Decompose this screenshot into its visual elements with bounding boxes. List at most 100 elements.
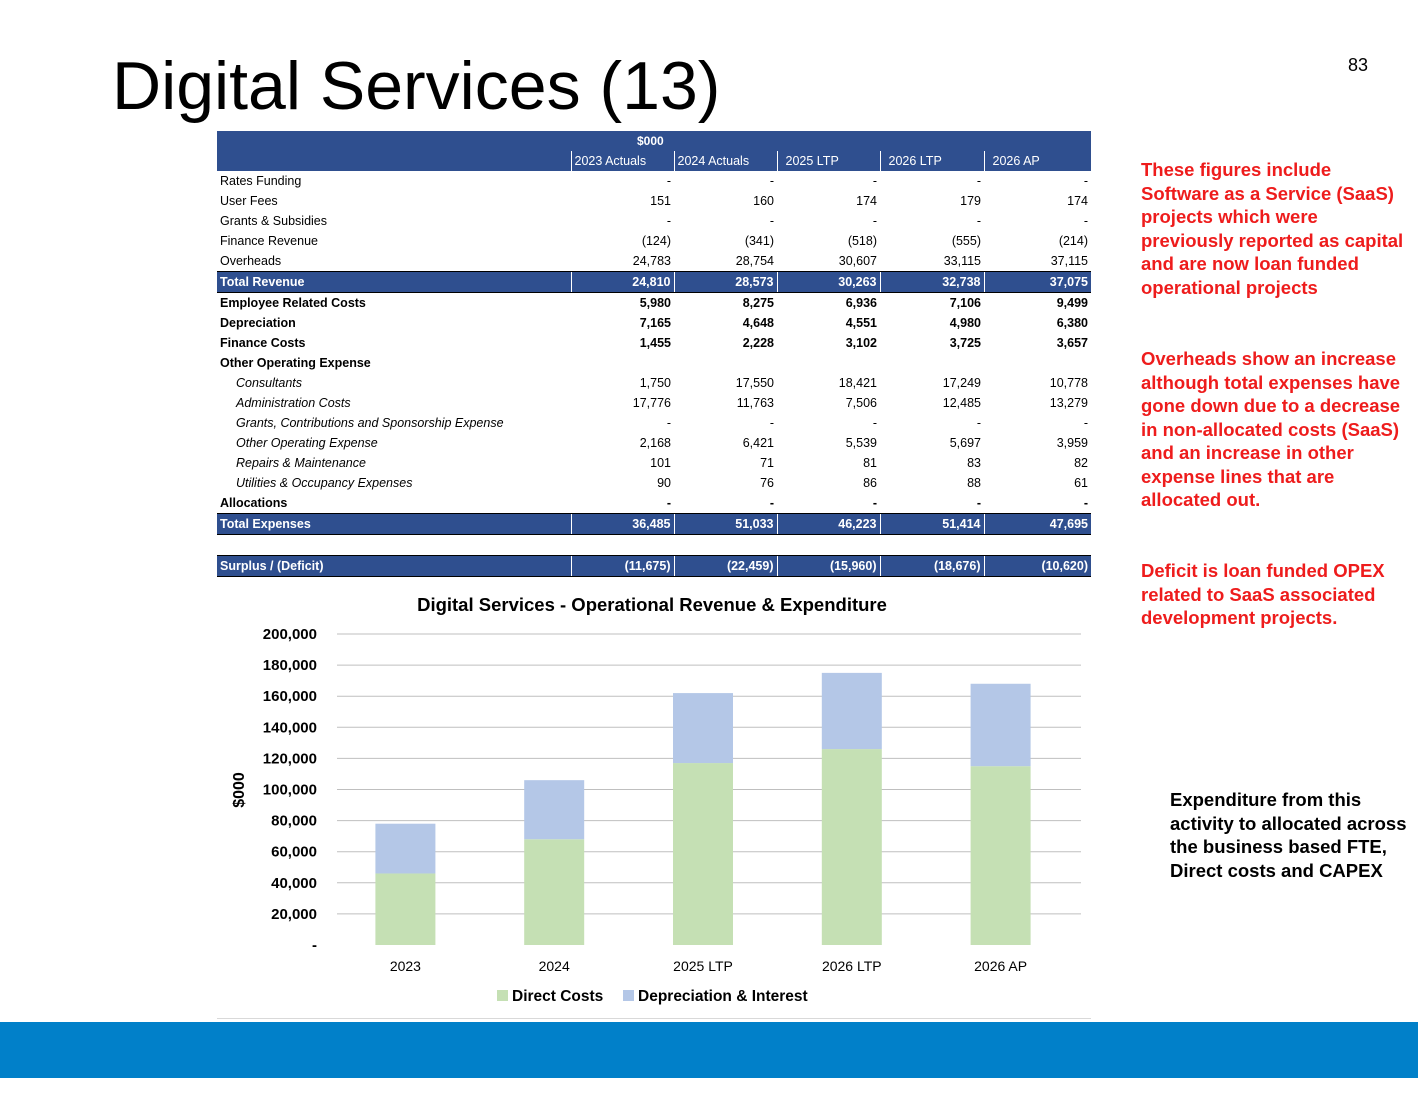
cell-value: [571, 535, 674, 556]
bar-direct-costs: [821, 749, 882, 945]
cell-value: [880, 535, 984, 556]
x-tick-label: 2026 LTP: [822, 958, 882, 974]
cell-value: 86: [863, 476, 877, 490]
table-row: Repairs & Maintenance 101 71 81 83 82: [217, 453, 1091, 473]
table-spacer-row: [217, 535, 1091, 556]
cell-value: 7,106: [949, 296, 981, 310]
cell-value: [777, 535, 880, 556]
cell-value: 83: [967, 456, 981, 470]
table-row: Grants, Contributions and Sponsorship Ex…: [217, 413, 1091, 433]
table-row: Allocations - - - - -: [217, 493, 1091, 514]
cell-value: 4,551: [845, 316, 877, 330]
cell-value: 11,763: [736, 396, 774, 410]
table-row: Other Operating Expense: [217, 353, 1091, 373]
cell-value: 7,506: [845, 396, 877, 410]
table-unit-header-row: $000: [217, 131, 1091, 151]
cell-value: (18,676): [879, 555, 984, 577]
cell-value: -: [1083, 416, 1088, 430]
row-label: Other Operating Expense: [236, 436, 378, 450]
cell-value: (10,620): [983, 555, 1091, 577]
cell-value: (15,960): [776, 555, 880, 577]
column-header: 2023 Actuals: [570, 151, 674, 171]
row-label: Utilities & Occupancy Expenses: [236, 476, 413, 490]
cell-value: 7,165: [639, 316, 671, 330]
cell-value: -: [872, 496, 877, 510]
bar-depreciation-interest: [375, 823, 436, 874]
legend-swatch: [497, 990, 508, 1001]
y-tick-label: 80,000: [271, 813, 317, 830]
table-row: Overheads 24,783 28,754 30,607 33,115 37,115: [217, 251, 1091, 272]
column-header: 2026 AP: [983, 151, 1091, 171]
note-deficit: Deficit is loan funded OPEX related to S…: [1141, 560, 1385, 628]
cell-value: -: [769, 214, 774, 228]
legend-swatch: [623, 990, 634, 1001]
cell-value: 3,725: [949, 336, 981, 350]
cell-value: [674, 353, 777, 373]
column-header: 2025 LTP: [776, 151, 880, 171]
cell-value: 179: [960, 194, 981, 208]
bar-direct-costs: [673, 763, 733, 945]
cell-value: (518): [847, 234, 877, 248]
cell-value: -: [976, 416, 981, 430]
page-title: Digital Services (13): [112, 48, 721, 124]
cell-value: 17,776: [632, 396, 671, 410]
table-row: Total Expenses 36,485 51,033 46,223 51,414 47…: [217, 513, 1091, 535]
cell-value: 12,485: [942, 396, 981, 410]
page-number: 83: [1348, 55, 1369, 75]
cell-value: -: [1083, 174, 1088, 188]
cell-value: -: [872, 416, 877, 430]
cell-value: -: [976, 496, 981, 510]
row-label: Grants, Contributions and Sponsorship Ex…: [236, 416, 504, 430]
cell-value: -: [976, 174, 981, 188]
y-tick-label: 100,000: [263, 782, 317, 799]
bar-depreciation-interest: [673, 693, 733, 764]
row-label: Repairs & Maintenance: [236, 456, 366, 470]
cell-value: 174: [856, 194, 877, 208]
cell-value: 1,750: [639, 376, 671, 390]
cell-value: (214): [1058, 234, 1088, 248]
column-header: 2024 Actuals: [673, 151, 777, 171]
y-tick-label: 160,000: [263, 688, 317, 705]
cell-value: 3,959: [1056, 436, 1088, 450]
cell-value: [984, 535, 1091, 556]
cell-value: 81: [863, 456, 877, 470]
table-row: Administration Costs 17,776 11,763 7,506 12,…: [217, 393, 1091, 413]
y-tick-label: 140,000: [263, 719, 317, 736]
table-row: Grants & Subsidies - - - - -: [217, 211, 1091, 231]
financial-table: $000 2023 Actuals 2024 Actuals 2025 LTP …: [217, 131, 1091, 577]
cell-value: -: [666, 496, 671, 510]
cell-value: 151: [650, 194, 671, 208]
y-tick-label: 200,000: [263, 626, 317, 643]
table-row: Total Revenue 24,810 28,573 30,263 32,738 37,…: [217, 271, 1091, 293]
cell-value: 17,249: [942, 376, 981, 390]
cell-value: [984, 353, 1091, 373]
cell-value: 2,168: [639, 436, 671, 450]
x-tick-label: 2023: [390, 958, 421, 974]
y-tick-label: -: [312, 937, 317, 954]
cell-value: 30,607: [838, 254, 877, 268]
cell-value: (124): [641, 234, 671, 248]
cell-value: (555): [951, 234, 981, 248]
row-label: Finance Costs: [220, 336, 306, 350]
cell-value: 37,115: [1050, 254, 1088, 268]
table-row: Rates Funding - - - - -: [217, 171, 1091, 191]
cell-value: 4,980: [949, 316, 981, 330]
row-label: Surplus / (Deficit): [217, 555, 571, 577]
bar-depreciation-interest: [970, 683, 1031, 767]
row-label: Employee Related Costs: [220, 296, 366, 310]
cell-value: 24,810: [570, 271, 674, 293]
y-axis-label: $000: [231, 772, 248, 808]
table-row: Consultants 1,750 17,550 18,421 17,249 10,778: [217, 373, 1091, 393]
row-label: Total Revenue: [217, 271, 571, 293]
row-label: Administration Costs: [236, 396, 351, 410]
row-label: Depreciation: [220, 316, 296, 330]
cell-value: 30,263: [776, 271, 880, 293]
cell-value: 61: [1074, 476, 1088, 490]
cell-value: 174: [1067, 194, 1088, 208]
bar-direct-costs: [524, 839, 585, 945]
y-tick-label: 20,000: [271, 906, 317, 923]
cell-value: 36,485: [570, 513, 674, 535]
cell-value: 24,783: [632, 254, 671, 268]
cell-value: 13,279: [1049, 396, 1088, 410]
cell-value: 8,275: [742, 296, 774, 310]
